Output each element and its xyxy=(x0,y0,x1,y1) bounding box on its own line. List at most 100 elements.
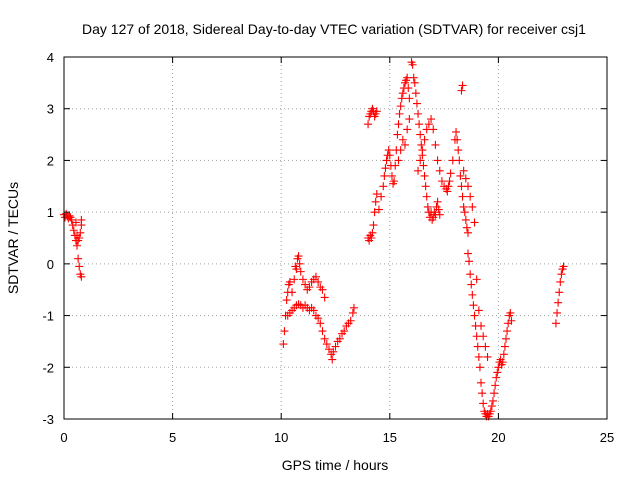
data-point xyxy=(364,120,373,129)
data-point xyxy=(556,277,565,286)
data-point xyxy=(427,115,436,124)
data-point xyxy=(367,234,376,242)
data-point xyxy=(324,345,333,354)
data-point xyxy=(314,277,323,286)
data-point xyxy=(305,283,314,292)
data-point xyxy=(467,280,476,289)
data-point xyxy=(294,252,303,261)
data-point xyxy=(67,215,76,224)
data-point xyxy=(77,272,86,281)
data-point xyxy=(429,125,438,134)
data-point xyxy=(75,234,84,242)
axis-ticks xyxy=(63,56,608,420)
data-point xyxy=(410,78,419,87)
data-point xyxy=(372,107,381,116)
data-point xyxy=(408,60,417,69)
data-point xyxy=(465,257,474,266)
data-point xyxy=(470,218,479,227)
data-point xyxy=(346,316,355,325)
data-point xyxy=(459,202,468,211)
y-tick-label: 3 xyxy=(47,102,54,117)
data-point xyxy=(415,120,424,129)
data-point xyxy=(418,146,427,155)
data-point xyxy=(318,285,327,294)
data-point xyxy=(557,270,566,279)
data-point xyxy=(551,319,560,328)
data-point xyxy=(483,352,492,361)
data-point xyxy=(65,211,74,220)
data-point xyxy=(282,296,291,305)
data-point xyxy=(380,171,389,180)
data-point xyxy=(479,399,488,408)
data-point xyxy=(292,265,301,274)
data-point xyxy=(420,171,429,180)
y-tick-label: -1 xyxy=(42,309,54,324)
data-point xyxy=(481,342,490,351)
data-point xyxy=(280,327,289,336)
data-point xyxy=(318,327,327,336)
data-point xyxy=(417,140,426,149)
data-point xyxy=(500,342,509,351)
y-tick-label: 2 xyxy=(47,153,54,168)
data-point xyxy=(320,334,329,343)
data-point xyxy=(398,135,407,144)
data-point xyxy=(77,215,86,224)
data-point xyxy=(384,146,393,155)
data-point xyxy=(374,205,383,214)
data-point xyxy=(401,140,410,149)
data-point xyxy=(69,226,78,235)
data-point xyxy=(444,182,453,191)
data-point xyxy=(506,308,515,317)
data-point xyxy=(404,84,413,93)
data-point xyxy=(309,306,318,315)
data-point xyxy=(435,210,444,219)
y-tick-labels: -3 -2 -1 0 1 2 3 4 xyxy=(42,50,54,427)
data-point xyxy=(73,241,82,250)
x-tick-label: 10 xyxy=(274,430,288,445)
data-point xyxy=(454,146,463,155)
data-point xyxy=(381,164,390,173)
data-point xyxy=(559,262,568,271)
data-point xyxy=(349,303,358,312)
data-point xyxy=(488,396,497,405)
data-point xyxy=(316,319,325,328)
data-point xyxy=(371,197,380,206)
data-point xyxy=(452,127,461,136)
data-point xyxy=(314,314,323,323)
data-point xyxy=(368,228,377,237)
data-point xyxy=(435,166,444,175)
data-point xyxy=(322,340,331,349)
data-point xyxy=(461,174,470,183)
data-point xyxy=(463,182,472,191)
data-point xyxy=(554,298,563,307)
data-point xyxy=(369,221,378,230)
data-point xyxy=(477,321,486,330)
data-point xyxy=(478,389,487,398)
x-tick-label: 5 xyxy=(169,430,176,445)
data-point xyxy=(466,270,475,279)
data-point xyxy=(279,340,288,349)
data-point xyxy=(395,109,404,118)
data-point xyxy=(470,311,479,320)
data-point xyxy=(463,249,472,258)
data-point xyxy=(416,130,425,139)
data-point xyxy=(379,182,388,191)
data-point xyxy=(411,89,420,98)
data-point xyxy=(74,254,83,263)
data-point xyxy=(460,208,469,217)
data-point xyxy=(394,120,403,129)
x-tick-labels: 0 5 10 15 20 25 xyxy=(60,430,614,445)
data-point xyxy=(555,288,564,297)
data-point xyxy=(456,171,465,180)
data-point xyxy=(412,99,421,108)
data-point xyxy=(419,161,428,170)
data-point xyxy=(394,156,403,165)
data-point xyxy=(405,115,414,124)
data-point xyxy=(420,135,429,144)
data-point xyxy=(405,94,414,103)
data-point xyxy=(390,177,399,186)
data-point xyxy=(385,151,394,160)
data-point xyxy=(502,334,511,343)
data-point xyxy=(329,347,338,356)
